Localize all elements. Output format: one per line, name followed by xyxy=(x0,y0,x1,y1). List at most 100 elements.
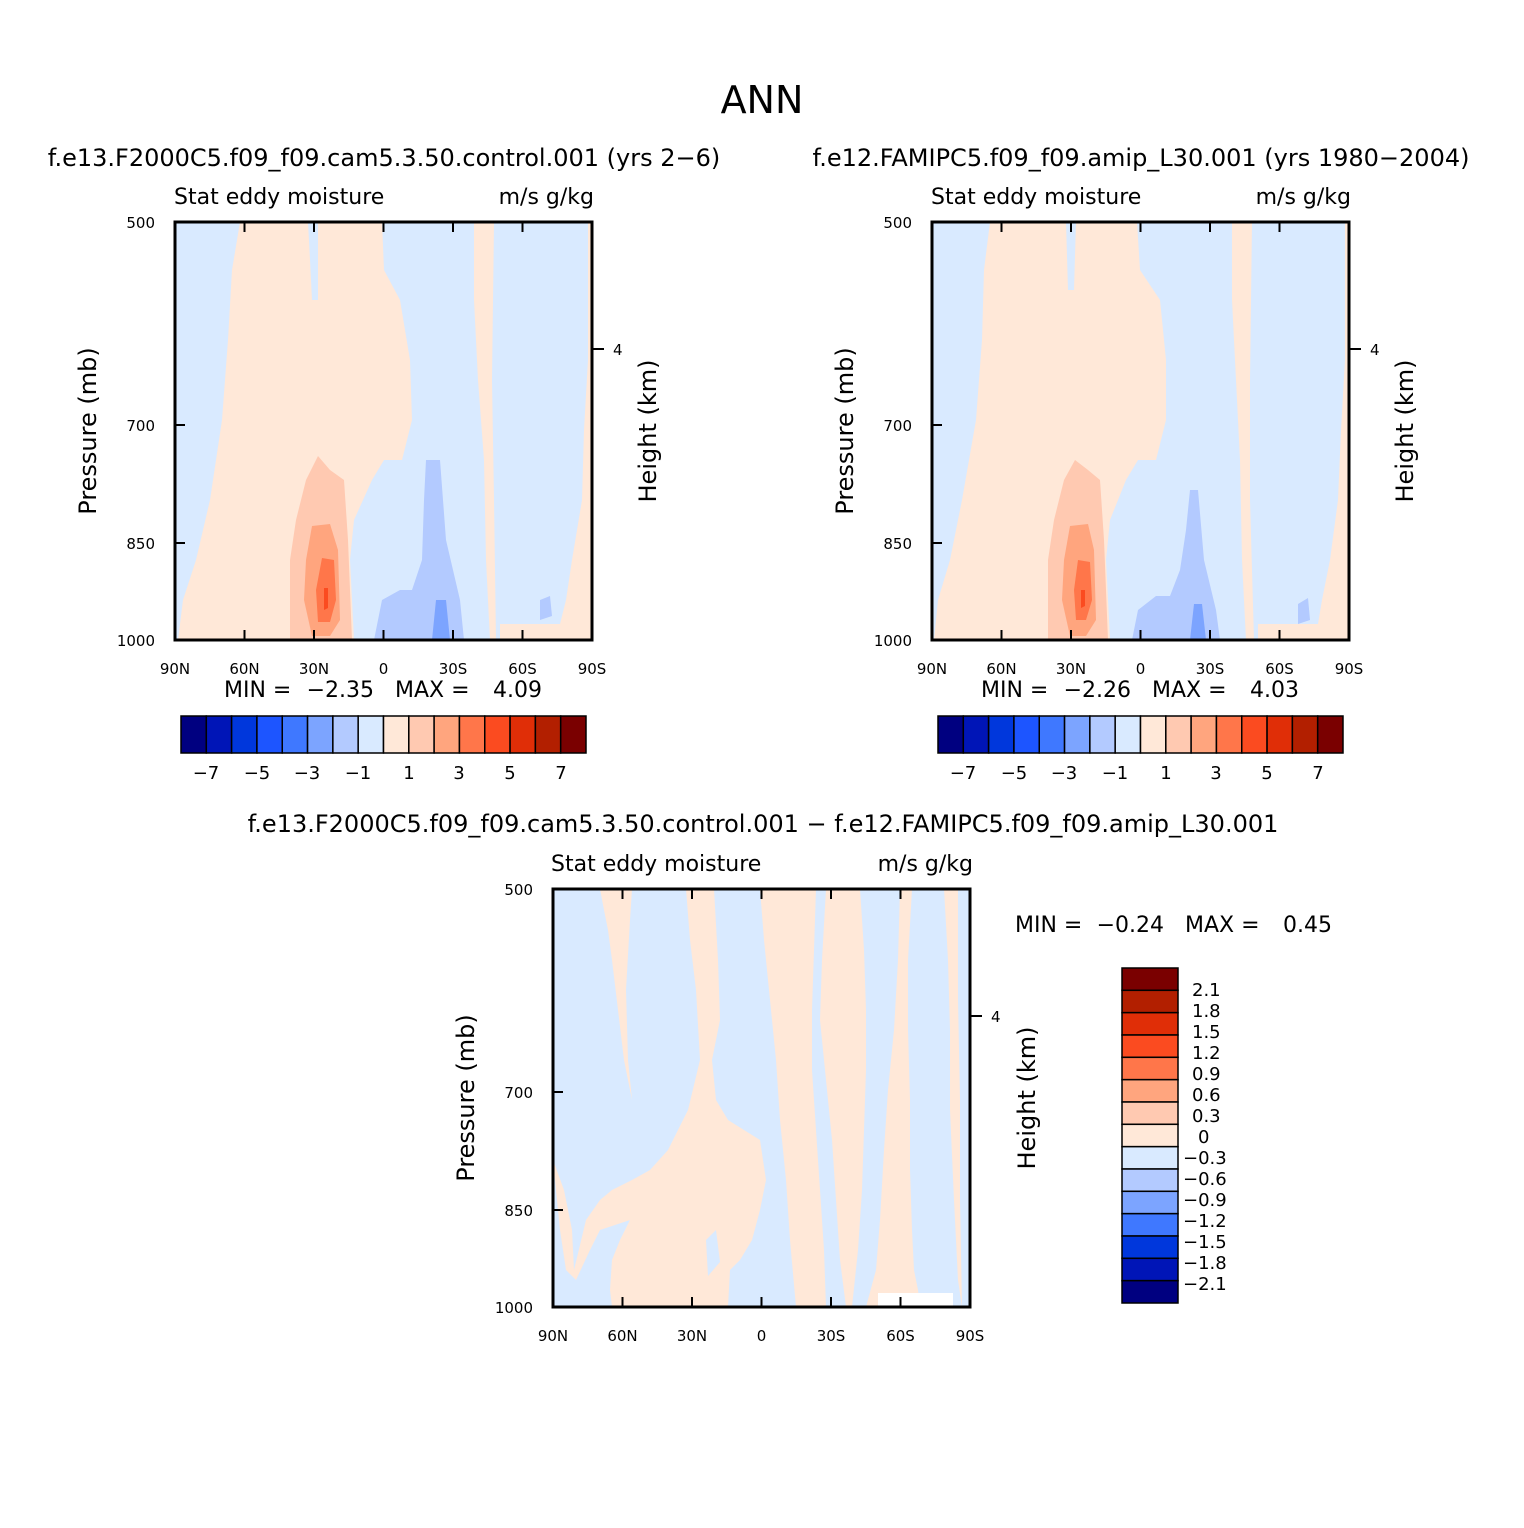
panel1-cb-label-5: 3 xyxy=(453,763,464,784)
panel2-colorbar-swatch-4 xyxy=(1038,715,1066,754)
panel3-cb-label-9: −0.6 xyxy=(1183,1169,1227,1190)
panel3-cb-label-5: 0.6 xyxy=(1192,1085,1221,1106)
panel2-colorbar-swatch-6 xyxy=(1089,715,1116,754)
panel2-band-pos-4 xyxy=(1081,590,1085,608)
panel3-cb-label-12: −1.5 xyxy=(1183,1232,1227,1253)
panel1-colorbar-swatch-6 xyxy=(332,715,359,754)
panel2-ytick-700: 700 xyxy=(883,417,912,435)
panel2-xtick-30n: 30N xyxy=(1056,660,1086,678)
panel1-colorbar-swatch-1 xyxy=(205,715,233,754)
panel1-band-neg-south-2 xyxy=(540,596,552,620)
panel1-y2-axis-label: Height (km) xyxy=(634,360,662,503)
panel3-cb-label-2: 1.5 xyxy=(1192,1022,1221,1043)
panel3-ytick-700: 700 xyxy=(504,1084,533,1102)
panel-control: f.e13.F2000C5.f09_f09.cam5.3.50.control.… xyxy=(48,144,721,784)
panel3-y-axis-label: Pressure (mb) xyxy=(452,1014,480,1181)
panel3-colorbar-swatch-2 xyxy=(1121,1011,1179,1036)
panel3-ytick-500: 500 xyxy=(504,881,533,899)
panel1-colorbar-swatch-0 xyxy=(180,715,208,754)
panel1-cb-label-4: 1 xyxy=(403,763,414,784)
panel2-xtick-90n: 90N xyxy=(917,660,947,678)
panel1-ytick-850: 850 xyxy=(126,535,155,553)
panel2-ytick-850: 850 xyxy=(883,535,912,553)
panel3-cb-label-7: 0 xyxy=(1198,1127,1209,1148)
panel2-min-value: −2.26 xyxy=(1064,678,1131,703)
panel2-xtick-30s: 30S xyxy=(1196,660,1225,678)
panel3-colorbar-swatch-0 xyxy=(1121,967,1179,992)
panel1-colorbar-swatch-10 xyxy=(433,715,461,754)
panel2-cb-label-5: 3 xyxy=(1210,763,1221,784)
panel3-ytick-850: 850 xyxy=(504,1202,533,1220)
panel3-band-neg-7 xyxy=(958,889,970,1307)
panel2-cb-label-2: −3 xyxy=(1051,763,1078,784)
panel2-xtick-eq: 0 xyxy=(1136,660,1146,678)
panel3-band-neg-5 xyxy=(852,889,900,1307)
panel2-contour-field xyxy=(932,222,1349,640)
panel2-colorbar-swatch-10 xyxy=(1190,715,1218,754)
panel2-band-neg-south-2 xyxy=(1298,598,1310,624)
panel3-band-missing xyxy=(878,1293,953,1307)
panel2-colorbar-labels: −7 −5 −3 −1 1 3 5 7 xyxy=(950,763,1324,784)
panel2-min-max: MIN = −2.26 MAX = 4.03 xyxy=(981,678,1299,703)
panel3-ytick-right-4: 4 xyxy=(991,1008,1001,1026)
panel1-colorbar-swatch-9 xyxy=(408,715,435,754)
panel2-x-tick-labels: 90N 60N 30N 0 30S 60S 90S xyxy=(917,660,1363,678)
panel2-colorbar-swatch-0 xyxy=(937,715,965,754)
panel2-colorbar-swatch-11 xyxy=(1215,715,1243,754)
panel1-colorbar-swatch-8 xyxy=(382,715,410,754)
panel2-cb-label-3: −1 xyxy=(1102,763,1129,784)
panel3-band-neg-1 xyxy=(553,889,700,1270)
panel3-xtick-eq: 0 xyxy=(757,1327,767,1345)
panel1-band-neg-south xyxy=(492,222,588,640)
panel3-colorbar-swatch-12 xyxy=(1121,1235,1179,1260)
panel2-colorbar-swatch-1 xyxy=(962,715,990,754)
panel2-colorbar-swatch-2 xyxy=(987,715,1015,754)
panel1-colorbar-swatch-14 xyxy=(534,715,562,754)
panel3-colorbar-swatch-14 xyxy=(1121,1279,1179,1304)
panel2-max-value: 4.03 xyxy=(1250,678,1299,703)
panel3-cb-label-10: −0.9 xyxy=(1183,1190,1227,1211)
panel2-band-neg-30n xyxy=(1066,222,1076,290)
panel-difference: f.e13.F2000C5.f09_f09.cam5.3.50.control.… xyxy=(248,810,1332,1345)
panel1-ytick-700: 700 xyxy=(126,417,155,435)
panel2-colorbar-swatch-13 xyxy=(1266,715,1294,754)
panel2-cb-label-6: 5 xyxy=(1261,763,1272,784)
panel1-colorbar-swatch-3 xyxy=(256,715,283,754)
panel3-xtick-60s: 60S xyxy=(886,1327,915,1345)
panel3-colorbar-swatch-7 xyxy=(1121,1123,1179,1148)
panel2-case-title: f.e12.FAMIPC5.f09_f09.amip_L30.001 (yrs … xyxy=(813,144,1470,172)
panel3-colorbar-swatch-6 xyxy=(1121,1101,1179,1126)
panel1-cb-label-2: −3 xyxy=(294,763,321,784)
panel1-xtick-90n: 90N xyxy=(160,660,190,678)
panel2-band-neg-nh xyxy=(932,222,990,640)
panel2-ytick-500: 500 xyxy=(883,214,912,232)
panel3-band-neg-4 xyxy=(812,889,846,1307)
panel2-cb-label-4: 1 xyxy=(1160,763,1171,784)
panel1-colorbar-swatch-13 xyxy=(509,715,537,754)
panel2-units-label: m/s g/kg xyxy=(1256,185,1351,210)
panel2-min-label: MIN = xyxy=(981,678,1048,703)
panel1-cb-label-7: 7 xyxy=(555,763,566,784)
panel1-ytick-500: 500 xyxy=(126,214,155,232)
panel1-band-neg-tropics xyxy=(350,222,490,640)
panel1-max-value: 4.09 xyxy=(493,678,542,703)
panel1-cb-label-1: −5 xyxy=(244,763,271,784)
page-title: ANN xyxy=(721,78,804,122)
panel1-band-neg-tropics-3 xyxy=(432,600,450,640)
panel1-left-label: Stat eddy moisture xyxy=(174,185,384,210)
panel3-band-neg-8 xyxy=(706,1230,720,1276)
panel1-cb-label-6: 5 xyxy=(504,763,515,784)
panel1-colorbar-labels: −7 −5 −3 −1 1 3 5 7 xyxy=(193,763,567,784)
panel3-y2-axis-label: Height (km) xyxy=(1013,1027,1041,1170)
panel2-ytick-right-4: 4 xyxy=(1370,341,1380,359)
panel2-colorbar-swatch-15 xyxy=(1316,715,1344,754)
panel3-colorbar-swatch-8 xyxy=(1121,1145,1179,1170)
panel3-units-label: m/s g/kg xyxy=(878,852,973,877)
panel3-min-value: −0.24 xyxy=(1097,913,1164,938)
panel3-colorbar-swatch-11 xyxy=(1121,1212,1179,1237)
panel3-min-label: MIN = xyxy=(1015,913,1082,938)
panel2-xtick-60n: 60N xyxy=(986,660,1016,678)
panel3-cb-label-14: −2.1 xyxy=(1183,1274,1227,1295)
